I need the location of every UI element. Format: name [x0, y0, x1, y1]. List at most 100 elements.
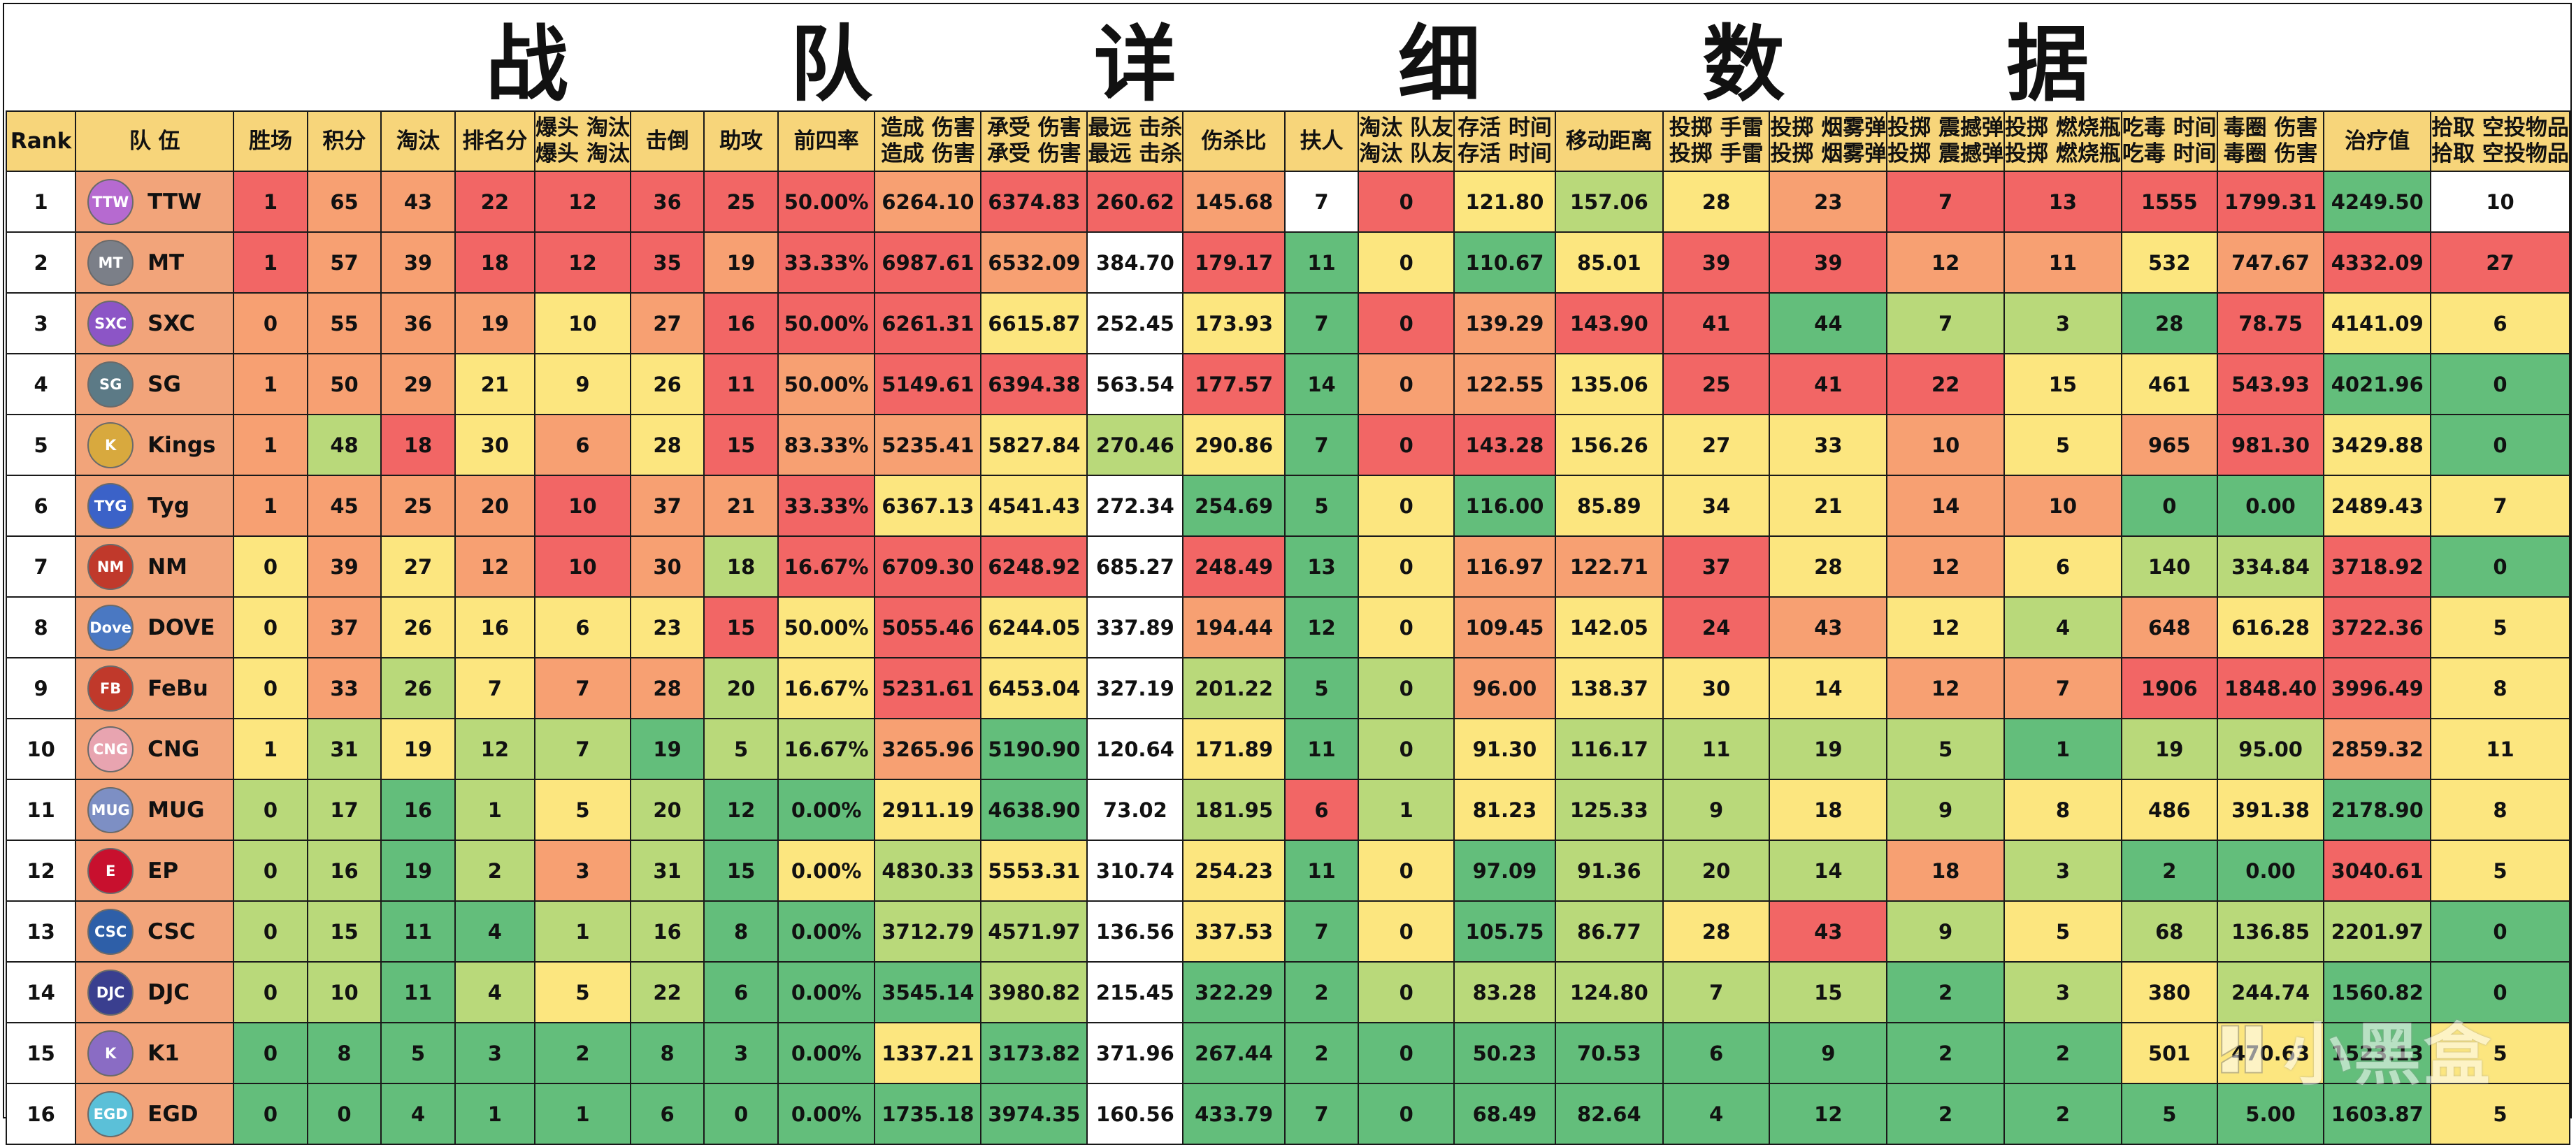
stat-cell: 7: [2003, 657, 2122, 719]
column-header: Rank: [5, 110, 77, 172]
stat-cell: 33.33%: [777, 475, 876, 537]
team-info: CNG CNG: [77, 720, 232, 778]
stat-cell: 3: [2003, 961, 2122, 1023]
stat-cell: 29: [380, 353, 456, 415]
stat-cell: 21: [703, 475, 779, 537]
column-header: 投掷 烟雾弹 投掷 烟雾弹: [1769, 110, 1888, 172]
stat-cell: 36: [380, 292, 456, 354]
stat-cell: 16: [629, 900, 705, 963]
stat-cell: 68: [2120, 900, 2218, 963]
stat-cell: 82.64: [1554, 1083, 1664, 1145]
stat-cell: 3996.49: [2323, 657, 2432, 719]
team-cell: Dove DOVE: [75, 596, 235, 658]
stat-cell: 543.93: [2216, 353, 2325, 415]
column-header: 淘汰 队友 淘汰 队友: [1358, 110, 1455, 172]
stat-cell: 21: [454, 353, 536, 415]
stat-cell: 1906: [2120, 657, 2218, 719]
stat-cell: 12: [454, 718, 536, 780]
stat-cell: 4: [2003, 596, 2122, 658]
stat-cell: 685.27: [1086, 535, 1184, 598]
stat-cell: 290.86: [1182, 414, 1286, 476]
stat-cell: 1: [233, 414, 308, 476]
stat-cell: 48: [306, 414, 382, 476]
stat-cell: 39: [1769, 231, 1888, 294]
stat-cell: 1848.40: [2216, 657, 2325, 719]
column-header: 助攻: [703, 110, 779, 172]
stat-cell: 7: [534, 657, 631, 719]
stat-cell: 18: [380, 414, 456, 476]
stat-cell: 125.33: [1554, 779, 1664, 841]
stat-cell: 73.02: [1086, 779, 1184, 841]
stat-cell: 0: [233, 1083, 308, 1145]
stat-cell: 43: [1769, 900, 1888, 963]
rank-cell: 8: [5, 596, 77, 658]
stat-cell: 18: [1886, 840, 2006, 902]
rank-cell: 7: [5, 535, 77, 598]
stat-cell: 12: [1886, 596, 2006, 658]
stat-cell: 110.67: [1453, 231, 1556, 294]
stat-cell: 327.19: [1086, 657, 1184, 719]
column-header-label: 存活 时间: [1458, 115, 1552, 141]
stat-cell: 0: [1358, 596, 1455, 658]
column-header: 拾取 空投物品 拾取 空投物品: [2430, 110, 2570, 172]
stat-cell: 11: [380, 900, 456, 963]
rank-cell: 14: [5, 961, 77, 1023]
stat-cell: 1: [454, 1083, 536, 1145]
stat-cell: 194.44: [1182, 596, 1286, 658]
stat-cell: 371.96: [1086, 1022, 1184, 1084]
team-info: Dove DOVE: [77, 598, 232, 656]
stat-cell: 50: [306, 353, 382, 415]
stat-cell: 1603.87: [2323, 1083, 2432, 1145]
stat-cell: 8: [629, 1022, 705, 1084]
column-header: 吃毒 时间 吃毒 时间: [2120, 110, 2218, 172]
stat-cell: 27: [380, 535, 456, 598]
stat-cell: 43: [380, 171, 456, 233]
rank-cell: 5: [5, 414, 77, 476]
stat-cell: 270.46: [1086, 414, 1184, 476]
stat-cell: 11: [703, 353, 779, 415]
stat-cell: 81.23: [1453, 779, 1556, 841]
team-info: FB FeBu: [77, 659, 232, 717]
column-header-label: 投掷 燃烧瓶: [2005, 141, 2121, 166]
stat-cell: 11: [1662, 718, 1771, 780]
stat-cell: 15: [1769, 961, 1888, 1023]
stat-cell: 6453.04: [980, 657, 1088, 719]
stat-cell: 11: [380, 961, 456, 1023]
column-header-label: 队 伍: [129, 128, 180, 154]
stat-cell: 12: [534, 171, 631, 233]
stat-cell: 19: [380, 718, 456, 780]
stat-cell: 85.01: [1554, 231, 1664, 294]
stat-cell: 22: [454, 171, 536, 233]
stat-cell: 1735.18: [874, 1083, 982, 1145]
stat-cell: 3040.61: [2323, 840, 2432, 902]
column-header-label: 投掷 震撼弹: [1887, 141, 2004, 166]
column-header: 扶人: [1283, 110, 1360, 172]
stat-cell: 13: [1283, 535, 1360, 598]
stat-cell: 532: [2120, 231, 2218, 294]
stat-cell: 1: [2003, 718, 2122, 780]
stat-cell: 50.00%: [777, 171, 876, 233]
stat-cell: 7: [1283, 171, 1360, 233]
stat-cell: 0.00: [2216, 475, 2325, 537]
table-row: 8 Dove DOVE 0 37 26 16 6 23 15 50.00% 5055.46 6244.0…: [5, 596, 2570, 658]
stat-cell: 3: [2003, 840, 2122, 902]
stat-cell: 5: [1283, 475, 1360, 537]
stat-cell: 0: [1358, 535, 1455, 598]
stat-cell: 433.79: [1182, 1083, 1286, 1145]
stat-cell: 0: [1358, 718, 1455, 780]
column-header: 爆头 淘汰 爆头 淘汰: [534, 110, 631, 172]
stat-cell: 25: [1662, 353, 1771, 415]
stat-cell: 86.77: [1554, 900, 1664, 963]
table-row: 13 CSC CSC 0 15 11 4 1 16 8 0.00% 3712.79 4571.97 136…: [5, 900, 2570, 963]
stat-cell: 181.95: [1182, 779, 1286, 841]
team-info: EGD EGD: [77, 1085, 232, 1143]
stat-cell: 1799.31: [2216, 171, 2325, 233]
stat-cell: 28: [2120, 292, 2218, 354]
table-row: 7 NM NM 0 39 27 12 10 30 18 16.67% 6709.30 6248.92 68…: [5, 535, 2570, 598]
stat-cell: 16: [454, 596, 536, 658]
stat-cell: 8: [2430, 779, 2570, 841]
team-name: MUG: [147, 797, 205, 823]
stat-cell: 6: [2430, 292, 2570, 354]
team-name: DOVE: [147, 614, 215, 640]
stat-cell: 5055.46: [874, 596, 982, 658]
